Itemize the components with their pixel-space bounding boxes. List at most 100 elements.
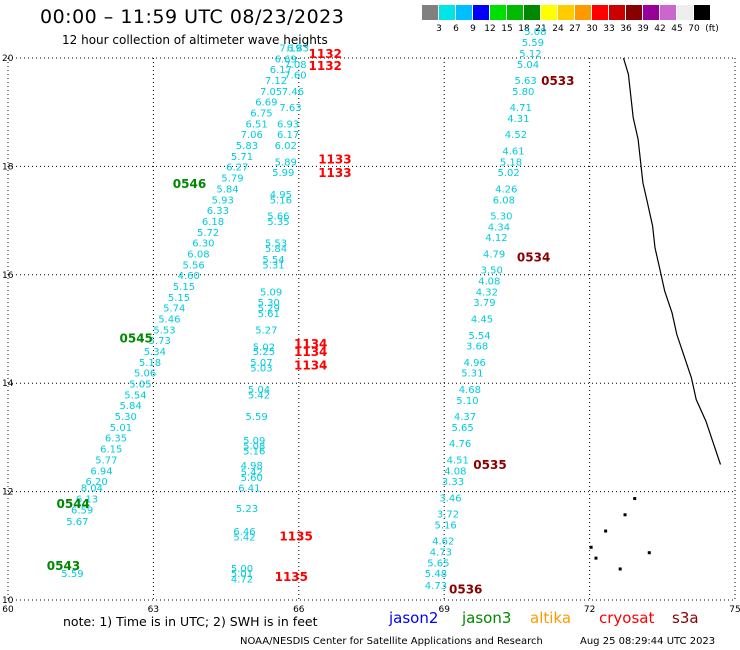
wave-height-value: 3.72 <box>437 510 459 521</box>
scale-swatch <box>439 5 456 20</box>
wave-height-value: 5.12 <box>519 49 541 60</box>
y-tick-label: 16 <box>2 271 14 281</box>
scale-label: 15 <box>501 24 513 34</box>
wave-height-value: 5.84 <box>265 244 287 255</box>
scale-label: 12 <box>484 24 496 34</box>
wave-height-value: 5.16 <box>270 195 292 206</box>
island-mark <box>633 497 637 501</box>
wave-height-value: 6.08 <box>187 250 209 261</box>
wave-height-value: 5.84 <box>216 184 238 195</box>
wave-height-value: 7.12 <box>265 76 287 87</box>
wave-height-value: 5.35 <box>267 217 289 228</box>
wave-height-value: 5.01 <box>231 569 253 580</box>
wave-height-value: 5.08 <box>524 27 546 38</box>
wave-height-value: 5.06 <box>134 369 156 380</box>
wave-height-value: 5.30 <box>115 412 137 423</box>
wave-height-value: 5.67 <box>66 517 88 528</box>
legend-jason2: jason2 <box>389 609 439 627</box>
x-tick-label: 75 <box>729 605 740 615</box>
pass-time-label: 1133 <box>318 153 351 167</box>
scale-swatch <box>422 5 439 20</box>
x-tick-label: 63 <box>148 605 159 615</box>
wave-height-value: 5.65 <box>452 423 474 434</box>
wave-height-value: 5.73 <box>149 336 171 347</box>
scale-label: 27 <box>569 24 581 34</box>
wave-height-value: 5.65 <box>427 558 449 569</box>
wave-height-value: 4.61 <box>502 147 524 158</box>
wave-height-value: 4.76 <box>449 439 471 450</box>
wave-height-value: 5.74 <box>163 304 185 315</box>
wave-height-value: 4.52 <box>505 130 527 141</box>
pass-time-label: 1132 <box>309 59 342 73</box>
wave-height-value: 6.41 <box>238 484 260 495</box>
grid-lines <box>7 57 736 601</box>
island-mark <box>594 556 598 560</box>
wave-height-value: 6.75 <box>250 109 272 120</box>
wave-height-value: 5.54 <box>262 255 284 266</box>
wave-height-value: 5.25 <box>253 347 275 358</box>
scale-swatch <box>626 5 643 20</box>
wave-height-value: 5.79 <box>221 174 243 185</box>
wave-height-value: 5.07 <box>250 358 272 369</box>
scale-label: 6 <box>453 24 459 34</box>
wave-height-value: 5.18 <box>500 157 522 168</box>
pass-time-label: 1134 <box>294 345 327 359</box>
wave-height-value: 4.32 <box>476 287 498 298</box>
pass-time-label: 0546 <box>173 177 206 191</box>
wave-height-value: 6.83 <box>287 44 309 55</box>
pass-time-label: 0534 <box>517 250 550 264</box>
wave-height-value: 5.30 <box>258 298 280 309</box>
wave-height-value: 4.60 <box>178 271 200 282</box>
wave-height-value: 4.71 <box>510 103 532 114</box>
wave-height-value: 6.35 <box>105 434 127 445</box>
scale-label: 70 <box>688 24 700 34</box>
wave-height-value: 4.96 <box>464 358 486 369</box>
pass-time-label: 1134 <box>294 337 327 351</box>
credit-line: NOAA/NESDIS Center for Satellite Applica… <box>240 636 543 647</box>
wave-height-value: 5.72 <box>197 228 219 239</box>
scale-label: 42 <box>654 24 666 34</box>
scale-label: 24 <box>552 24 564 34</box>
legend-altika: altika <box>530 609 572 627</box>
wave-height-value: 3.68 <box>466 342 488 353</box>
wave-height-value: 4.73 <box>430 548 452 559</box>
wave-height-value: 4.51 <box>447 455 469 466</box>
wave-height-value: 5.84 <box>120 401 142 412</box>
legend-jason3: jason3 <box>462 609 512 627</box>
x-tick-label: 69 <box>438 605 450 615</box>
wave-height-value: 4.79 <box>483 250 505 261</box>
wave-height-value: 6.27 <box>226 163 248 174</box>
scale-swatch <box>609 5 626 20</box>
footer-note: note: 1) Time is in UTC; 2) SWH is in fe… <box>63 614 318 629</box>
wave-height-value: 5.00 <box>231 564 253 575</box>
wave-height-value: 5.48 <box>425 569 447 580</box>
wave-height-value: 5.29 <box>258 304 280 315</box>
x-tick-label: 60 <box>2 605 14 615</box>
wave-height-value: 4.34 <box>488 222 510 233</box>
pass-time-label: 1135 <box>275 570 308 584</box>
wave-height-value: 5.59 <box>61 569 83 580</box>
y-tick-label: 12 <box>2 488 13 498</box>
pass-time-label: 1133 <box>318 166 351 180</box>
pass-time-label: 0544 <box>57 497 90 511</box>
scale-swatch <box>473 5 490 20</box>
pass-time-label: 0535 <box>473 458 506 472</box>
scale-swatch <box>677 5 694 20</box>
coastline-path <box>622 57 722 465</box>
pass-time-labels: 0543054405450546113511351134113411341133… <box>47 47 575 597</box>
wave-height-value: 5.03 <box>250 363 272 374</box>
wave-height-value: 5.23 <box>236 504 258 515</box>
pass-time-label: 1134 <box>294 359 327 373</box>
wave-height-value: 4.26 <box>495 184 517 195</box>
axis-tick-labels: 60 63 66 69 72 75 10 12 14 16 18 20 <box>2 54 740 615</box>
wave-height-value: 6.15 <box>100 445 122 456</box>
wave-height-value: 5.71 <box>231 152 253 163</box>
wave-height-value: 7.60 <box>284 71 306 82</box>
wave-height-value: 5.30 <box>490 212 512 223</box>
wave-height-value: 6.18 <box>202 217 224 228</box>
scale-swatch <box>490 5 507 20</box>
pass-time-label: 1135 <box>279 529 312 543</box>
wave-height-value: 5.63 <box>515 76 537 87</box>
wave-height-value: 6.94 <box>90 466 112 477</box>
scale-swatch <box>558 5 575 20</box>
